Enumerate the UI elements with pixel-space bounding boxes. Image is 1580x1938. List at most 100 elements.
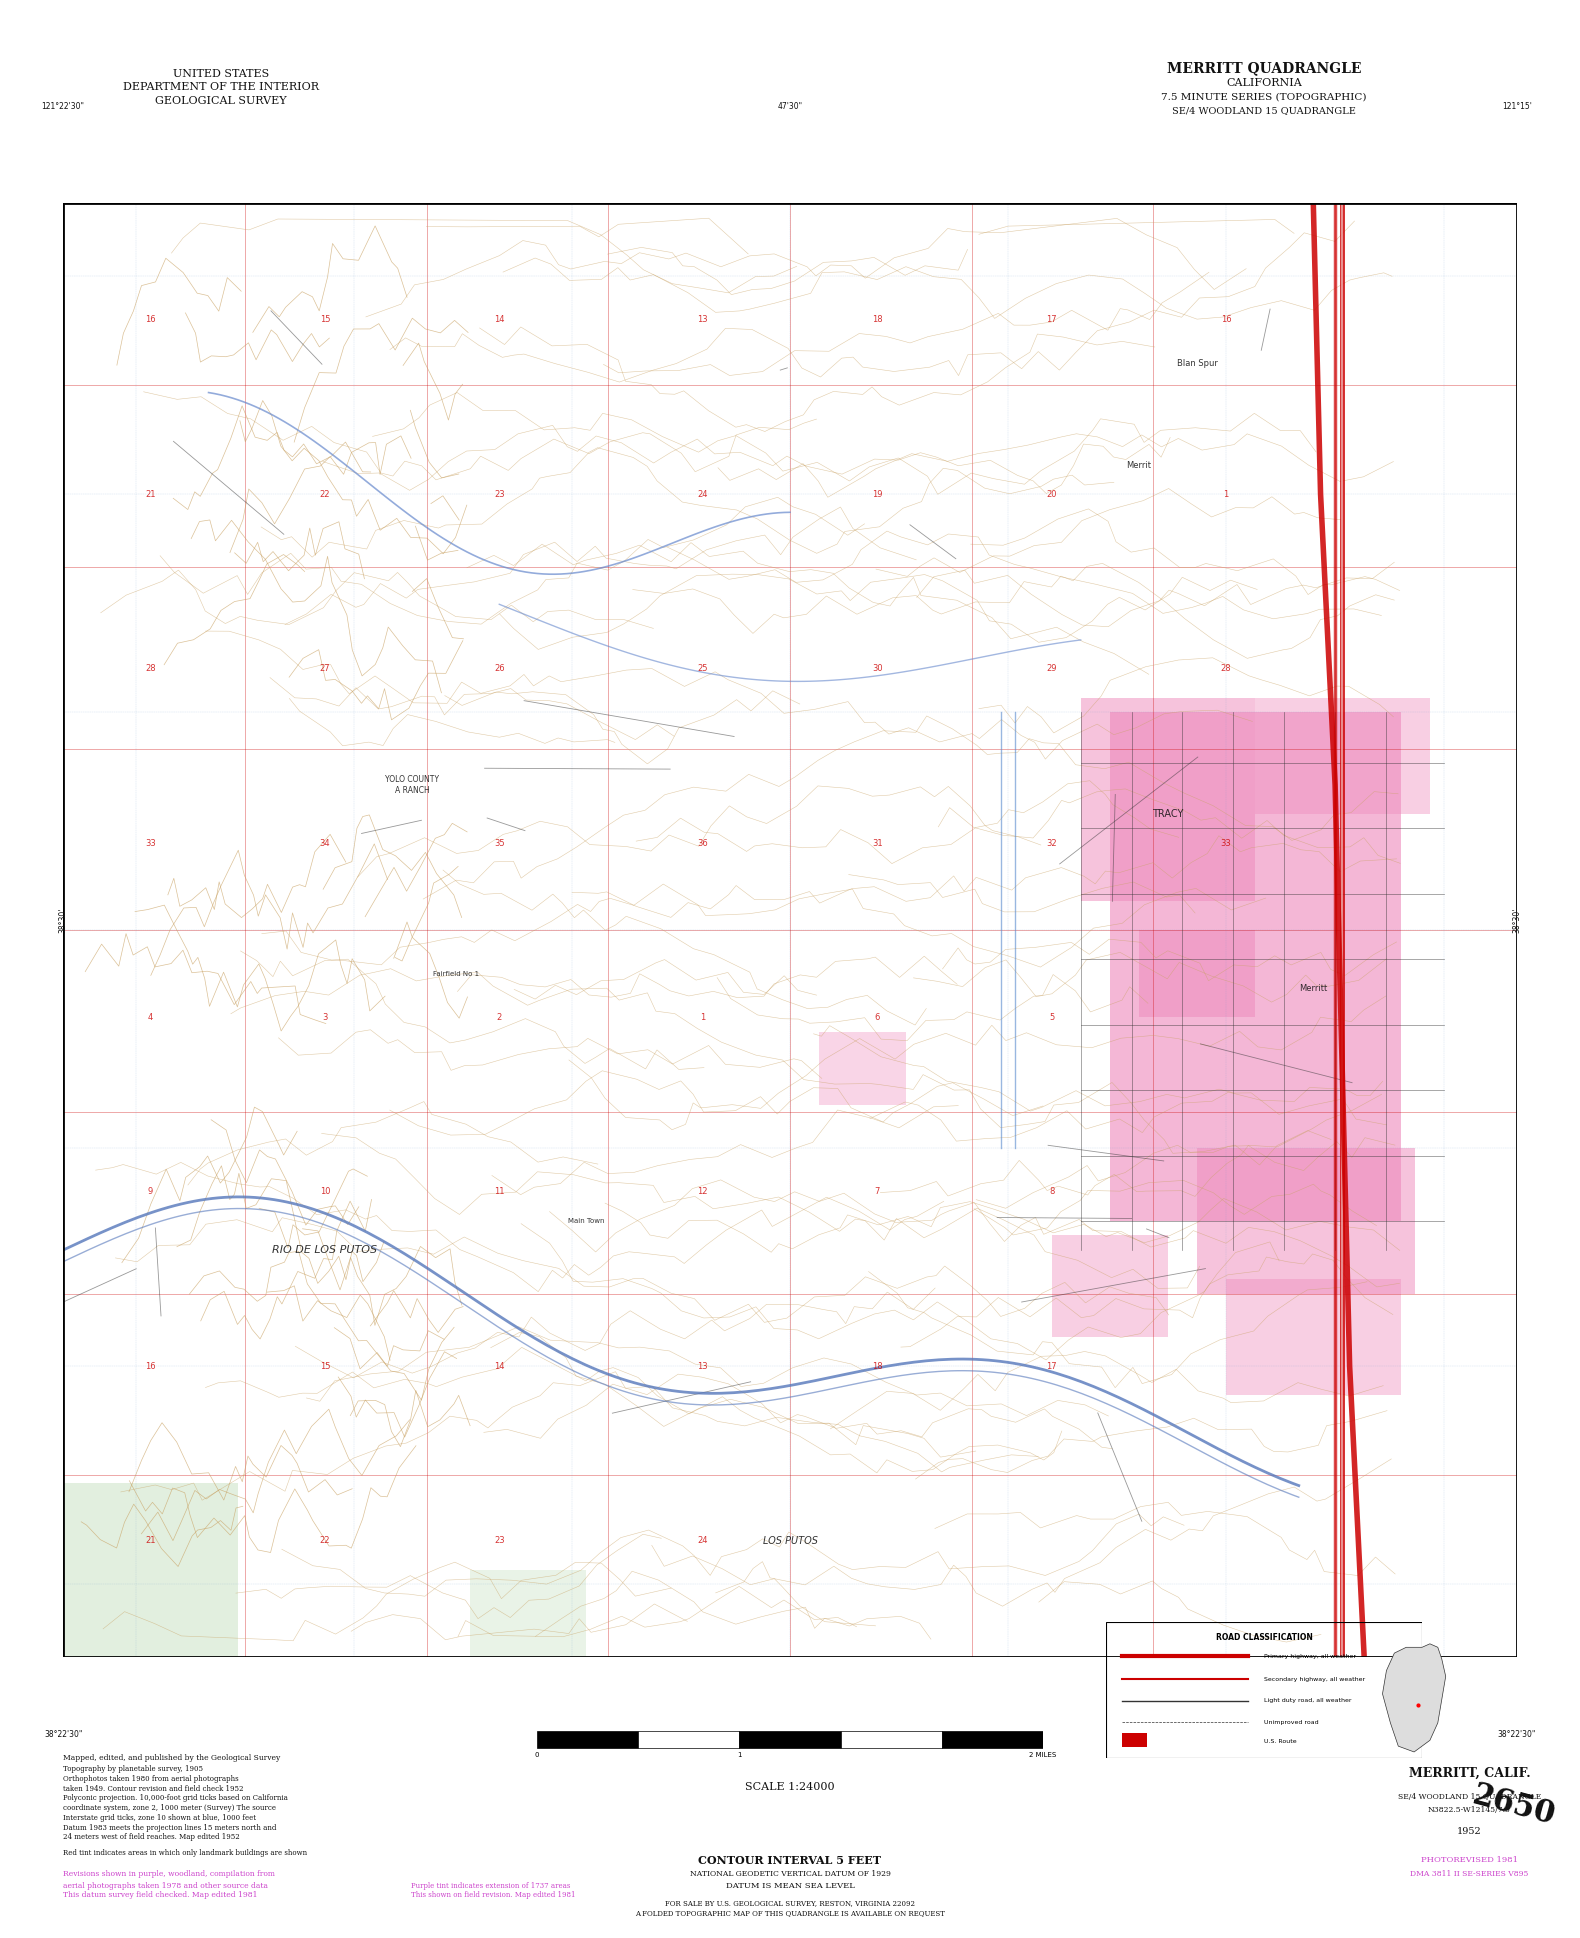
- Bar: [1081, 698, 1255, 901]
- Text: DATUM IS MEAN SEA LEVEL: DATUM IS MEAN SEA LEVEL: [725, 1882, 855, 1890]
- Text: 21: 21: [145, 490, 156, 498]
- Bar: [1122, 1733, 1147, 1746]
- Text: 35: 35: [495, 839, 504, 847]
- Text: 34: 34: [319, 839, 330, 847]
- Text: 2 MILES: 2 MILES: [1029, 1752, 1057, 1758]
- Text: YOLO COUNTY
A RANCH: YOLO COUNTY A RANCH: [386, 775, 439, 795]
- Text: LOS PUTOS: LOS PUTOS: [763, 1535, 817, 1547]
- Text: 25: 25: [697, 665, 708, 672]
- Text: FOR SALE BY U.S. GEOLOGICAL SURVEY, RESTON, VIRGINIA 22092: FOR SALE BY U.S. GEOLOGICAL SURVEY, REST…: [665, 1899, 915, 1907]
- Text: 17: 17: [1046, 1362, 1057, 1370]
- Bar: [1052, 1236, 1168, 1337]
- Text: Merritt: Merritt: [1299, 985, 1327, 992]
- Text: Revisions shown in purple, woodland, compilation from: Revisions shown in purple, woodland, com…: [63, 1870, 275, 1878]
- Text: taken 1949. Contour revision and field check 1952: taken 1949. Contour revision and field c…: [63, 1785, 243, 1793]
- Text: UNITED STATES: UNITED STATES: [174, 68, 269, 79]
- Text: PHOTOREVISED 1981: PHOTOREVISED 1981: [1420, 1857, 1518, 1864]
- Text: Interstate grid ticks, zone 10 shown at blue, 1000 feet: Interstate grid ticks, zone 10 shown at …: [63, 1814, 256, 1822]
- Text: 23: 23: [495, 1537, 504, 1545]
- Text: 2: 2: [496, 1014, 502, 1021]
- Text: Blan Spur: Blan Spur: [1177, 359, 1218, 368]
- Text: 22: 22: [319, 1537, 330, 1545]
- Text: ROAD CLASSIFICATION: ROAD CLASSIFICATION: [1215, 1634, 1313, 1641]
- Text: 2650: 2650: [1469, 1781, 1558, 1831]
- Text: This datum survey field checked. Map edited 1981: This datum survey field checked. Map edi…: [63, 1891, 258, 1899]
- Bar: [1255, 698, 1430, 814]
- Text: Purple tint indicates extension of 1737 areas: Purple tint indicates extension of 1737 …: [411, 1882, 570, 1890]
- Text: 22: 22: [319, 490, 330, 498]
- Text: 16: 16: [1221, 316, 1231, 324]
- Bar: [471, 1570, 586, 1657]
- Text: DMA 3811 II SE-SERIES V895: DMA 3811 II SE-SERIES V895: [1411, 1870, 1528, 1878]
- Text: SE/4 WOODLAND 15 QUADRANGLE: SE/4 WOODLAND 15 QUADRANGLE: [1172, 107, 1356, 114]
- Text: 38°22'30": 38°22'30": [44, 1731, 82, 1738]
- Bar: [1109, 711, 1400, 1221]
- Text: 12: 12: [697, 1188, 708, 1196]
- Text: 13: 13: [697, 316, 708, 324]
- Text: 26: 26: [495, 665, 504, 672]
- Text: 23: 23: [495, 490, 504, 498]
- Text: GEOLOGICAL SURVEY: GEOLOGICAL SURVEY: [155, 95, 288, 107]
- Bar: [1139, 930, 1255, 1017]
- Text: 14: 14: [495, 1362, 504, 1370]
- Text: 1: 1: [738, 1752, 741, 1758]
- Text: 33: 33: [1221, 839, 1231, 847]
- Text: U.S. Route: U.S. Route: [1264, 1738, 1297, 1744]
- Text: Polyconic projection. 10,000-foot grid ticks based on California: Polyconic projection. 10,000-foot grid t…: [63, 1795, 288, 1802]
- Text: 7: 7: [874, 1188, 880, 1196]
- Text: Fairfield No 1: Fairfield No 1: [433, 971, 479, 977]
- Text: Primary highway, all weather: Primary highway, all weather: [1264, 1653, 1356, 1659]
- Text: 6: 6: [874, 1014, 880, 1021]
- Text: Merrit: Merrit: [1127, 461, 1152, 469]
- Text: 20: 20: [1046, 490, 1057, 498]
- Text: MERRITT QUADRANGLE: MERRITT QUADRANGLE: [1166, 60, 1362, 76]
- Text: 27: 27: [319, 665, 330, 672]
- Text: 33: 33: [145, 839, 156, 847]
- Text: 15: 15: [319, 316, 330, 324]
- Text: MERRITT, CALIF.: MERRITT, CALIF.: [1409, 1767, 1529, 1779]
- Text: Secondary highway, all weather: Secondary highway, all weather: [1264, 1676, 1365, 1682]
- Text: 19: 19: [872, 490, 883, 498]
- Text: 30: 30: [872, 665, 883, 672]
- Text: coordinate system, zone 2, 1000 meter (Survey) The source: coordinate system, zone 2, 1000 meter (S…: [63, 1804, 276, 1812]
- Bar: [1198, 1149, 1416, 1295]
- Text: 21: 21: [145, 1537, 156, 1545]
- Text: CALIFORNIA: CALIFORNIA: [1226, 78, 1302, 89]
- Text: CONTOUR INTERVAL 5 FEET: CONTOUR INTERVAL 5 FEET: [698, 1855, 882, 1866]
- Text: 1: 1: [1223, 490, 1229, 498]
- Bar: [638, 1731, 739, 1748]
- Text: SCALE 1:24000: SCALE 1:24000: [746, 1781, 834, 1793]
- Text: 0: 0: [536, 1752, 539, 1758]
- Text: 5: 5: [1049, 1014, 1054, 1021]
- Text: DEPARTMENT OF THE INTERIOR: DEPARTMENT OF THE INTERIOR: [123, 81, 319, 93]
- Text: 13: 13: [697, 1362, 708, 1370]
- Text: 16: 16: [145, 1362, 156, 1370]
- Text: A FOLDED TOPOGRAPHIC MAP OF THIS QUADRANGLE IS AVAILABLE ON REQUEST: A FOLDED TOPOGRAPHIC MAP OF THIS QUADRAN…: [635, 1909, 945, 1917]
- Text: Orthophotos taken 1980 from aerial photographs: Orthophotos taken 1980 from aerial photo…: [63, 1775, 239, 1783]
- Text: 11: 11: [495, 1188, 504, 1196]
- Text: 38°22'30": 38°22'30": [1498, 1731, 1536, 1738]
- Text: N3822.5-W12145/7.5: N3822.5-W12145/7.5: [1428, 1806, 1510, 1814]
- Text: 8: 8: [1049, 1188, 1054, 1196]
- Text: 3: 3: [322, 1014, 327, 1021]
- Text: aerial photographs taken 1978 and other source data: aerial photographs taken 1978 and other …: [63, 1882, 269, 1890]
- Text: SE/4 WOODLAND 15 QUADRANGLE: SE/4 WOODLAND 15 QUADRANGLE: [1398, 1793, 1540, 1800]
- Text: 14: 14: [495, 316, 504, 324]
- Bar: [818, 1033, 907, 1105]
- Text: 16: 16: [145, 316, 156, 324]
- Text: 36: 36: [697, 839, 708, 847]
- Text: 38°30': 38°30': [1512, 907, 1522, 934]
- Text: 24: 24: [697, 1537, 708, 1545]
- Text: 28: 28: [1221, 665, 1231, 672]
- Text: Mapped, edited, and published by the Geological Survey: Mapped, edited, and published by the Geo…: [63, 1754, 281, 1762]
- Text: 24 meters west of field reaches. Map edited 1952: 24 meters west of field reaches. Map edi…: [63, 1833, 240, 1841]
- Text: Light duty road, all weather: Light duty road, all weather: [1264, 1698, 1351, 1704]
- Text: 24: 24: [697, 490, 708, 498]
- Text: 10: 10: [319, 1188, 330, 1196]
- Text: 29: 29: [1046, 665, 1057, 672]
- Text: This shown on field revision. Map edited 1981: This shown on field revision. Map edited…: [411, 1891, 575, 1899]
- Text: TRACY: TRACY: [1152, 808, 1183, 820]
- Text: Topography by planetable survey, 1905: Topography by planetable survey, 1905: [63, 1766, 204, 1773]
- Text: 32: 32: [1046, 839, 1057, 847]
- Text: 17: 17: [1046, 316, 1057, 324]
